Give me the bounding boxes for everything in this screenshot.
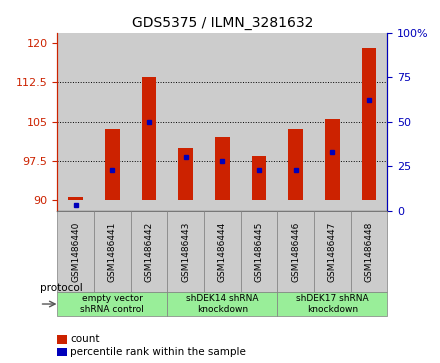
Bar (241, 33, 277, 211)
Bar (131, 33, 167, 211)
Bar (252, 156, 266, 200)
Bar (314, 33, 351, 211)
Text: percentile rank within the sample: percentile rank within the sample (70, 347, 246, 357)
Bar (215, 137, 230, 200)
Title: GDS5375 / ILMN_3281632: GDS5375 / ILMN_3281632 (132, 16, 313, 30)
Bar (105, 130, 120, 200)
Text: GSM1486440: GSM1486440 (71, 221, 80, 282)
Text: shDEK14 shRNA
knockdown: shDEK14 shRNA knockdown (186, 294, 258, 314)
Text: GSM1486443: GSM1486443 (181, 221, 190, 282)
Text: shDEK17 shRNA
knockdown: shDEK17 shRNA knockdown (296, 294, 369, 314)
Text: count: count (70, 334, 100, 344)
Bar (325, 119, 340, 200)
Text: GSM1486442: GSM1486442 (144, 221, 154, 281)
Text: GSM1486445: GSM1486445 (254, 221, 264, 282)
Bar (277, 33, 314, 211)
Bar (57, 33, 94, 211)
Bar (351, 33, 387, 211)
Text: empty vector
shRNA control: empty vector shRNA control (80, 294, 144, 314)
Text: GSM1486446: GSM1486446 (291, 221, 300, 282)
Bar (94, 33, 131, 211)
Text: GSM1486448: GSM1486448 (364, 221, 374, 282)
Bar (178, 148, 193, 200)
Text: GSM1486441: GSM1486441 (108, 221, 117, 282)
Bar (288, 130, 303, 200)
Text: GSM1486444: GSM1486444 (218, 221, 227, 281)
Bar (68, 197, 83, 200)
Bar (167, 33, 204, 211)
Text: protocol: protocol (40, 283, 82, 293)
Bar (142, 77, 156, 200)
Text: GSM1486447: GSM1486447 (328, 221, 337, 282)
Bar (204, 33, 241, 211)
Bar (362, 48, 376, 200)
